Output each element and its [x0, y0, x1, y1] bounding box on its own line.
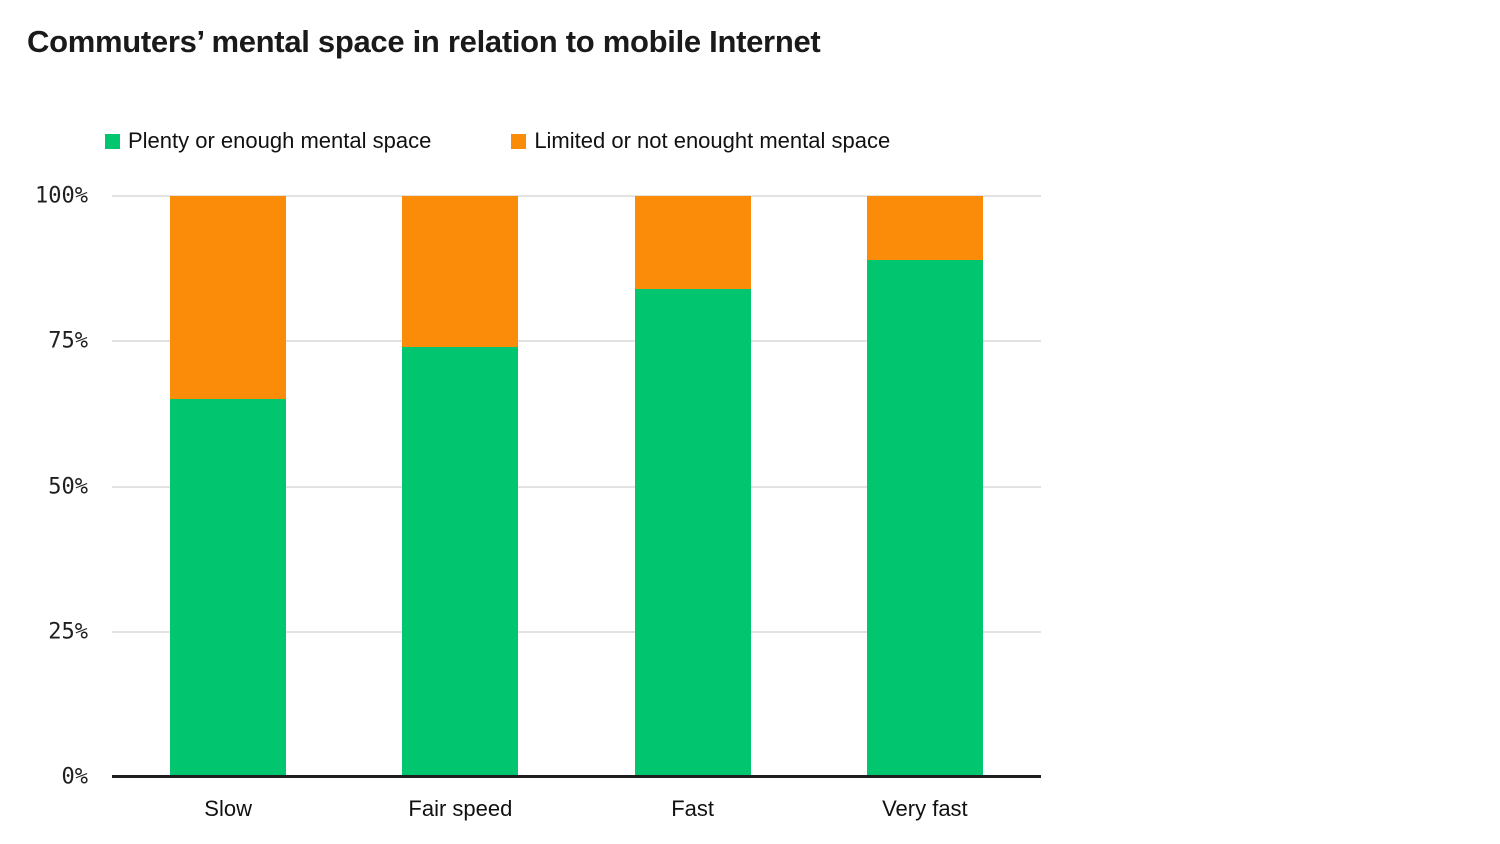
bar-slot-fair-speed	[344, 196, 576, 777]
bars-container	[112, 196, 1041, 777]
y-tick-label-100: 100%	[35, 183, 88, 209]
bar-slot-very-fast	[809, 196, 1041, 777]
bar-slow-segment-plenty	[170, 399, 287, 777]
x-category-label-slow: Slow	[204, 796, 252, 821]
bar-fair-speed-segment-plenty	[402, 347, 519, 777]
x-category-label-very-fast: Very fast	[882, 796, 968, 821]
plot-area	[112, 195, 1041, 778]
legend-swatch-icon	[511, 133, 527, 149]
legend: Plenty or enough mental space Limited or …	[105, 126, 890, 156]
y-tick-label-75: 75%	[48, 328, 88, 354]
x-category-label-fast: Fast	[671, 796, 715, 821]
x-axis-line	[112, 775, 1041, 778]
bar-slot-slow	[112, 196, 344, 777]
gridline-50	[112, 485, 1041, 488]
y-tick-label-0: 0%	[61, 764, 89, 790]
gridline-75	[112, 340, 1041, 343]
bar-fast-segment-plenty	[634, 288, 751, 777]
bar-fast	[634, 196, 751, 777]
x-category-label-fair-speed: Fair speed	[408, 796, 513, 821]
bar-very-fast-segment-plenty	[866, 259, 983, 777]
bar-slot-fast	[577, 196, 809, 777]
bar-fair-speed	[402, 196, 519, 777]
y-tick-label-25: 25%	[48, 619, 88, 645]
bar-slow-segment-limited	[170, 196, 287, 400]
legend-item-limited: Limited or not enought mental space	[511, 128, 890, 154]
legend-label: Plenty or enough mental space	[128, 128, 432, 153]
y-tick-label-50: 50%	[48, 474, 88, 499]
legend-item-plenty: Plenty or enough mental space	[105, 128, 431, 154]
gridline-100	[112, 195, 1041, 197]
gridline-25	[112, 630, 1041, 633]
bar-fair-speed-segment-limited	[402, 196, 519, 348]
bar-very-fast-segment-limited	[866, 196, 983, 260]
legend-label: Limited or not enought mental space	[534, 128, 891, 153]
chart-title: Commuters’ mental space in relation to m…	[27, 24, 821, 59]
bar-slow	[170, 196, 287, 777]
bar-fast-segment-limited	[634, 196, 751, 289]
y-axis: 0% 25% 50% 75% 100%	[0, 184, 88, 790]
x-axis-labels: Slow Fair speed Fast Very fast	[112, 796, 1041, 822]
bar-very-fast	[866, 196, 983, 777]
legend-swatch-icon	[105, 133, 120, 149]
